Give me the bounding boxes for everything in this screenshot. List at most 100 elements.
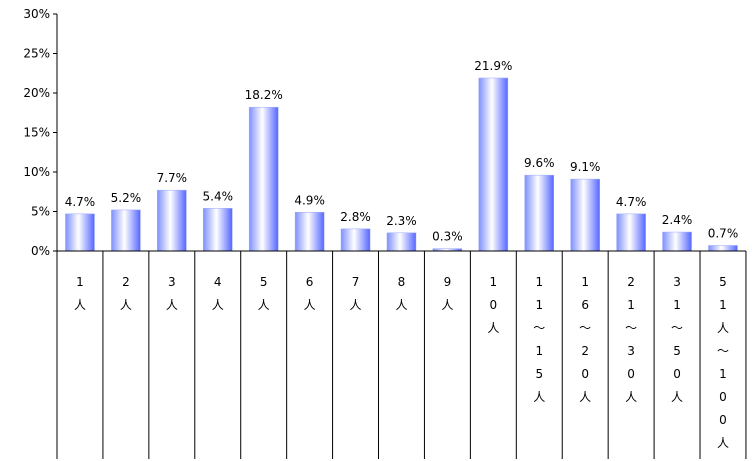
category-label-char: 5 [260,275,268,289]
bar [111,209,141,252]
category-label-char: 人 [533,390,545,404]
category-label-char: 4 [214,275,222,289]
category-label: 5人 [258,275,270,312]
bar [570,178,600,252]
category-label-char: 1 [719,298,727,312]
category-label: 1 1 〜 1 5 人 [533,275,545,404]
category-label-char: 3 [627,344,635,358]
y-tick-label: 0% [31,244,50,258]
bar [478,77,509,252]
category-label: 4人 [212,275,224,312]
category-label-char: 2 [122,275,130,289]
data-label: 5.2% [111,191,142,205]
category-label-char: 人 [579,390,591,404]
category-label-char: 1 [490,275,498,289]
category-label-char: 1 [673,298,681,312]
category-label: 8人 [395,275,407,312]
category-label-char: 1 [535,344,543,358]
data-label: 18.2% [245,88,283,102]
data-label: 2.8% [340,210,371,224]
category-label-char: 0 [673,367,681,381]
category-label-char: 0 [581,367,589,381]
y-tick-label: 5% [31,205,50,219]
category-label-char: 人 [74,298,86,312]
category-label-char: 人 [717,436,729,450]
category-label-char: 2 [581,344,589,358]
bar [662,231,692,252]
category-label-char: 5 [673,344,681,358]
category-label-char: 5 [719,275,727,289]
category-label-char: 9 [444,275,452,289]
category-label-char: 〜 [671,321,683,335]
category-label: 3人 [166,275,178,312]
category-label-char: 0 [627,367,635,381]
data-label: 0.7% [708,226,739,240]
category-label-char: 1 [535,298,543,312]
category-label-char: 人 [120,298,132,312]
bars [65,77,738,252]
bar [203,208,233,252]
data-labels: 4.7% 5.2% 7.7% 5.4% 18.2% 4.9% 2.8% 2.3% 0.3% 21.… [65,59,739,244]
category-label-char: 5 [535,367,543,381]
bar [524,174,555,252]
y-tick-label: 10% [23,165,50,179]
category-label-char: 6 [306,275,314,289]
data-label: 2.4% [662,213,693,227]
category-label-char: 〜 [533,321,545,335]
category-label-char: 人 [212,298,224,312]
category-label-char: 0 [719,413,727,427]
category-label-char: 8 [398,275,406,289]
category-label-char: 1 [535,275,543,289]
bar [294,212,325,252]
category-labels: 1人2人3人4人5人6人7人8人9人10人11〜15人16〜20人21〜30人3… [74,275,729,450]
category-label-char: 人 [671,390,683,404]
category-table [56,251,747,459]
y-tick-label: 30% [23,7,50,21]
category-label: 9人 [441,275,453,312]
category-label-char: 人 [258,298,270,312]
category-label-char: 1 [719,367,727,381]
bar [157,189,187,252]
category-label: 1人 [74,275,86,312]
data-label: 9.6% [524,156,555,170]
category-label-char: 3 [673,275,681,289]
data-label: 4.7% [616,195,647,209]
category-label-char: 7 [352,275,360,289]
data-label: 5.4% [203,189,234,203]
bar [708,245,738,252]
category-label-char: 人 [350,298,362,312]
category-label-char: 人 [166,298,178,312]
data-label: 7.7% [157,171,188,185]
category-label-char: 人 [717,321,729,335]
category-label-char: 1 [627,298,635,312]
bar [340,228,371,252]
category-label-char: 人 [487,321,499,335]
category-label-char: 0 [719,390,727,404]
category-label-char: 1 [76,275,84,289]
category-label-char: 人 [304,298,316,312]
category-label: 1 0 人 [487,275,499,335]
category-label-char: 3 [168,275,176,289]
category-label-char: 〜 [625,321,637,335]
category-label-char: 〜 [579,321,591,335]
category-label-char: 人 [395,298,407,312]
category-label-char: 人 [625,390,637,404]
y-tick-label: 15% [23,126,50,140]
category-label-char: 1 [581,275,589,289]
y-axis-ticks: 0% 5% 10% 15% 20% 25% 30% [23,7,57,258]
bar [65,213,95,252]
y-tick-label: 25% [23,47,50,61]
category-label-char: 6 [581,298,589,312]
category-label-char: 0 [490,298,498,312]
category-label: 2 1 〜 3 0 人 [625,275,637,404]
data-label: 21.9% [474,59,512,73]
category-label-char: 人 [441,298,453,312]
y-tick-label: 20% [23,86,50,100]
category-label: 2人 [120,275,132,312]
data-label: 0.3% [432,230,463,244]
data-label: 2.3% [386,214,417,228]
data-label: 9.1% [570,160,601,174]
category-label-char: 〜 [717,344,729,358]
